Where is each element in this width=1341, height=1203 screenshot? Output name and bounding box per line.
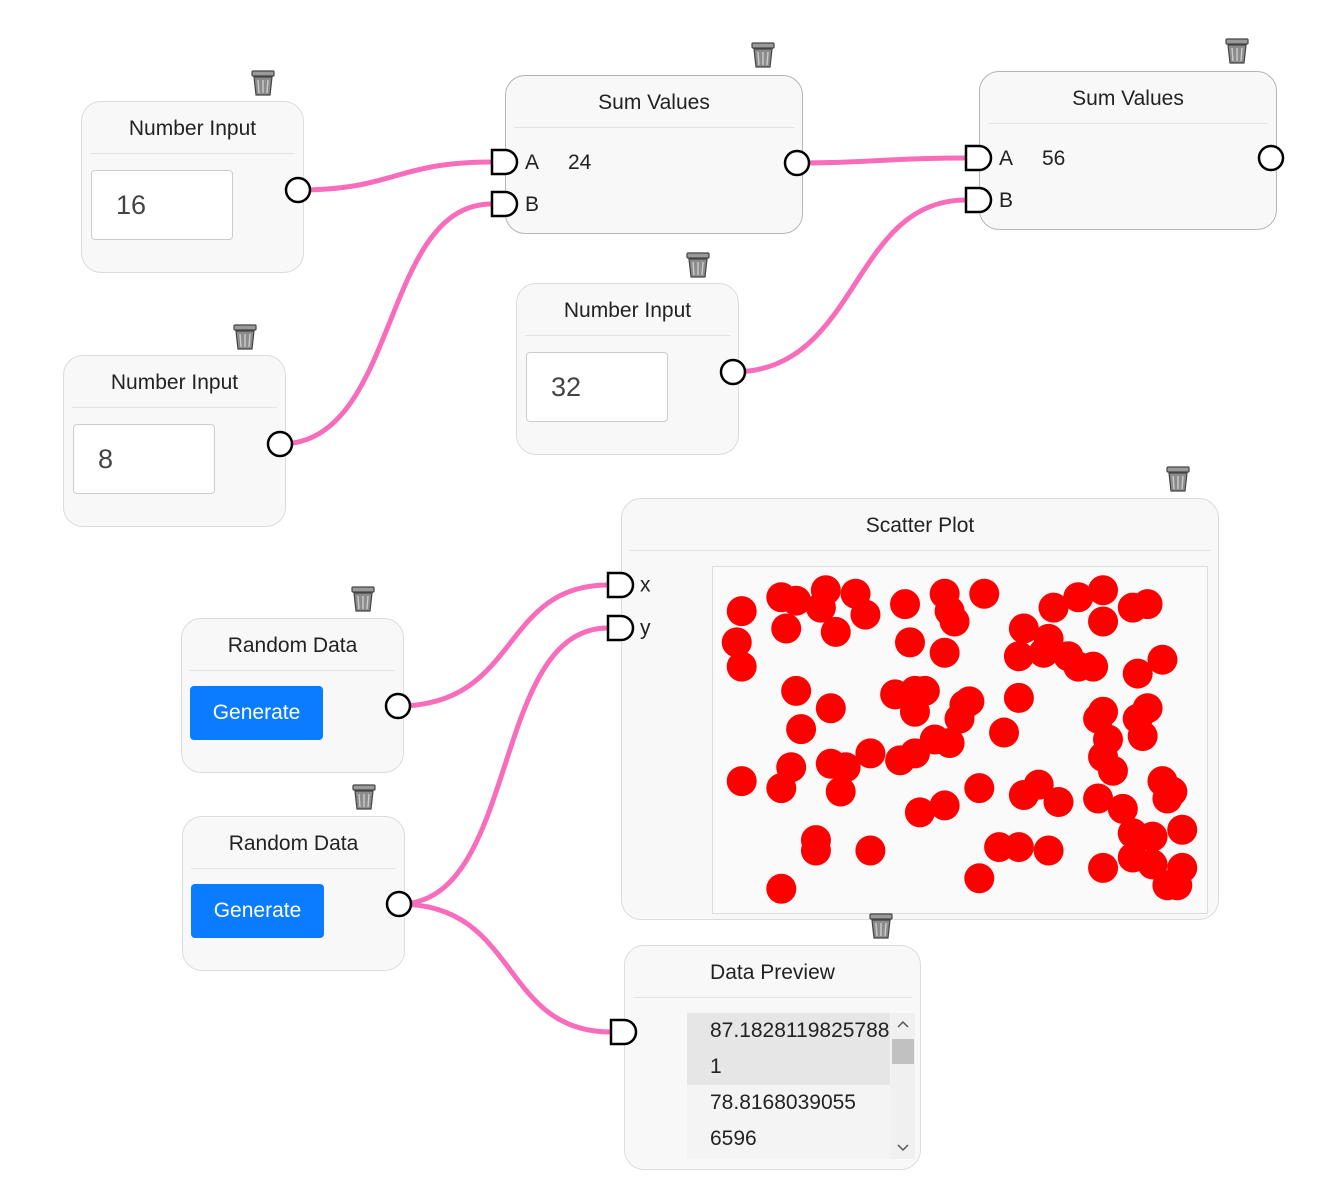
delete-button[interactable] — [1166, 466, 1190, 492]
node[interactable]: Sum Values A 24 B — [505, 75, 803, 234]
delete-button[interactable] — [686, 252, 710, 278]
number-field[interactable]: 16 — [91, 170, 233, 240]
scroll-up[interactable] — [897, 1020, 909, 1028]
delete-button[interactable] — [351, 586, 375, 612]
wire[interactable] — [397, 582, 609, 709]
node[interactable]: Data Preview 87.18281198257881 78.816803… — [624, 945, 921, 1170]
sum-value: 56 — [1042, 147, 1066, 170]
node[interactable]: Random Data Generate — [181, 618, 404, 773]
wire[interactable] — [796, 155, 967, 166]
node-title: Number Input — [525, 284, 730, 336]
list-item[interactable]: 78.81680390556596 — [710, 1091, 856, 1150]
port-label: B — [999, 189, 1014, 212]
node[interactable]: Sum Values A 56 B — [979, 71, 1277, 230]
node-title: Data Preview — [633, 946, 912, 998]
wire[interactable] — [297, 159, 493, 193]
node[interactable]: Number Input 16 — [81, 101, 304, 273]
delete-button[interactable] — [233, 324, 257, 350]
scroll-thumb[interactable] — [892, 1039, 914, 1064]
preview-list[interactable]: 87.18281198257881 78.81680390556596 — [687, 1013, 915, 1159]
node-title: Number Input — [90, 102, 295, 154]
port-label: A — [999, 147, 1014, 170]
node[interactable]: Number Input 8 — [63, 355, 286, 527]
delete-button[interactable] — [1225, 38, 1249, 64]
generate-button[interactable]: Generate — [190, 686, 323, 740]
node-title: Random Data — [191, 817, 396, 869]
delete-button[interactable] — [251, 70, 275, 96]
delete-button[interactable] — [352, 784, 376, 810]
node[interactable]: Number Input 32 — [516, 283, 739, 455]
scroll-down[interactable] — [897, 1144, 909, 1152]
scrollbar-graphic — [892, 1020, 914, 1152]
wire[interactable] — [279, 201, 493, 447]
node-title: Random Data — [190, 619, 395, 671]
scrollbar[interactable] — [891, 1013, 915, 1159]
number-field[interactable]: 32 — [526, 352, 668, 422]
node-title: Sum Values — [988, 72, 1268, 124]
port-label: B — [525, 193, 540, 216]
plot-area — [712, 566, 1208, 914]
generate-button[interactable]: Generate — [191, 884, 324, 938]
port-label: A — [525, 151, 540, 174]
node[interactable]: Scatter Plot — [621, 498, 1219, 920]
sum-value: 24 — [568, 151, 592, 174]
number-field[interactable]: 8 — [73, 424, 215, 494]
delete-button[interactable] — [751, 42, 775, 68]
node-title: Sum Values — [514, 76, 794, 128]
node-title: Scatter Plot — [630, 499, 1210, 551]
wire[interactable] — [398, 625, 609, 907]
wire[interactable] — [398, 901, 612, 1035]
node-title: Number Input — [72, 356, 277, 408]
list-item[interactable]: 87.18281198257881 — [687, 1013, 890, 1085]
node[interactable]: Random Data Generate — [182, 816, 405, 971]
